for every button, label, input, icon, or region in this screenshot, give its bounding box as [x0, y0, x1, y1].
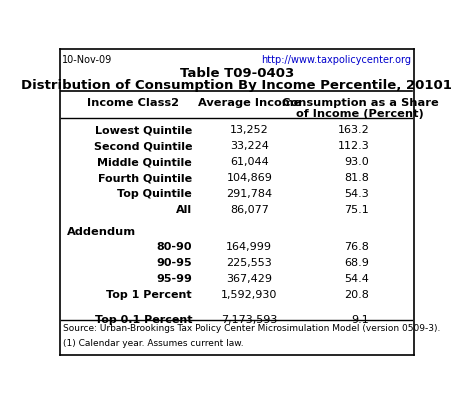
Text: 9.1: 9.1	[352, 314, 369, 324]
Text: 7,173,593: 7,173,593	[221, 314, 278, 324]
Text: 68.9: 68.9	[344, 257, 369, 267]
Text: Consumption as a Share
of Income (Percent): Consumption as a Share of Income (Percen…	[282, 97, 439, 119]
Text: Source: Urban-Brookings Tax Policy Center Microsimulation Model (version 0509-3): Source: Urban-Brookings Tax Policy Cente…	[63, 324, 440, 332]
Text: 10-Nov-09: 10-Nov-09	[62, 55, 112, 65]
Text: 20.8: 20.8	[344, 290, 369, 300]
Text: Addendum: Addendum	[67, 227, 136, 237]
Text: Table T09-0403: Table T09-0403	[180, 67, 294, 80]
Text: 86,077: 86,077	[230, 205, 269, 215]
Text: Second Quintile: Second Quintile	[93, 141, 192, 151]
Text: All: All	[176, 205, 192, 215]
Text: 164,999: 164,999	[226, 241, 272, 251]
Text: 225,553: 225,553	[226, 257, 272, 267]
Text: http://www.taxpolicycenter.org: http://www.taxpolicycenter.org	[261, 55, 412, 65]
Text: 54.4: 54.4	[344, 273, 369, 284]
Text: 75.1: 75.1	[345, 205, 369, 215]
Text: 1,592,930: 1,592,930	[221, 290, 278, 300]
Text: Top 0.1 Percent: Top 0.1 Percent	[95, 314, 192, 324]
Text: 163.2: 163.2	[338, 125, 369, 135]
Text: Lowest Quintile: Lowest Quintile	[95, 125, 192, 135]
Text: Top Quintile: Top Quintile	[117, 189, 192, 199]
Text: 104,869: 104,869	[226, 173, 272, 183]
Text: 112.3: 112.3	[338, 141, 369, 151]
Text: Top 1 Percent: Top 1 Percent	[106, 290, 192, 300]
Text: 61,044: 61,044	[230, 157, 269, 167]
Text: (1) Calendar year. Assumes current law.: (1) Calendar year. Assumes current law.	[63, 338, 244, 347]
Text: 33,224: 33,224	[230, 141, 269, 151]
Text: 93.0: 93.0	[345, 157, 369, 167]
Text: 291,784: 291,784	[226, 189, 273, 199]
Text: Income Class2: Income Class2	[87, 97, 179, 107]
Text: 90-95: 90-95	[157, 257, 192, 267]
Text: 76.8: 76.8	[344, 241, 369, 251]
Text: 80-90: 80-90	[157, 241, 192, 251]
Text: 54.3: 54.3	[345, 189, 369, 199]
Text: 13,252: 13,252	[230, 125, 269, 135]
Text: 95-99: 95-99	[156, 273, 192, 284]
Text: 367,429: 367,429	[226, 273, 272, 284]
Text: Middle Quintile: Middle Quintile	[97, 157, 192, 167]
Text: Fourth Quintile: Fourth Quintile	[98, 173, 192, 183]
Text: Average Income: Average Income	[198, 97, 301, 107]
Text: 81.8: 81.8	[344, 173, 369, 183]
Text: Distribution of Consumption By Income Percentile, 20101: Distribution of Consumption By Income Pe…	[21, 79, 452, 92]
